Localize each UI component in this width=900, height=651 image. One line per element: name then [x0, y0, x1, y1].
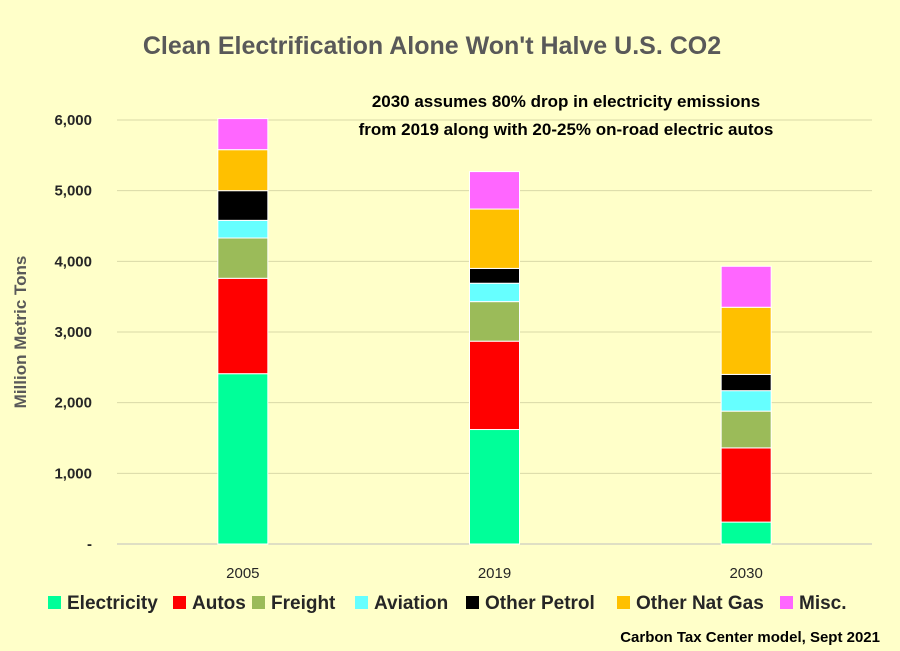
legend-swatch	[617, 596, 630, 609]
legend-label: Electricity	[67, 593, 158, 614]
bar-segment	[469, 208, 520, 269]
y-tick-label: 2,000	[54, 395, 92, 412]
bar-segment	[720, 373, 772, 392]
y-tick-label: 5,000	[54, 183, 92, 200]
y-axis-label: Million Metric Tons	[11, 256, 30, 409]
legend-swatch	[355, 596, 368, 609]
bars	[217, 118, 772, 545]
legend-label: Other Nat Gas	[636, 593, 764, 614]
y-axis-ticks: - 1,000 2,000 3,000 4,000 5,000 6,000	[54, 112, 92, 553]
bar-segment	[720, 521, 772, 545]
y-tick-label: 1,000	[54, 465, 92, 482]
legend-label: Freight	[271, 593, 336, 614]
bar-segment	[217, 277, 269, 375]
y-tick-label: -	[87, 536, 92, 553]
bar-segment	[720, 306, 772, 375]
bar-segment	[469, 282, 520, 303]
bar-segment	[217, 237, 269, 279]
bar-segment	[469, 301, 520, 342]
bar-segment	[217, 118, 269, 151]
x-axis-ticks: 2005 2019 2030	[226, 565, 763, 582]
bar-segment	[469, 171, 520, 210]
legend-swatch	[466, 596, 479, 609]
annotation-line-2: from 2019 along with 20-25% on-road elec…	[359, 120, 774, 139]
bar-segment	[217, 149, 269, 192]
x-tick-label: 2030	[729, 565, 762, 582]
legend-swatch	[780, 596, 793, 609]
annotation-line-1: 2030 assumes 80% drop in electricity emi…	[372, 92, 760, 111]
y-tick-label: 4,000	[54, 253, 92, 270]
y-tick-label: 6,000	[54, 112, 92, 129]
chart-title: Clean Electrification Alone Won't Halve …	[143, 32, 721, 60]
bar-segment	[720, 265, 772, 308]
bar-segment	[217, 219, 269, 239]
source-note: Carbon Tax Center model, Sept 2021	[620, 629, 880, 646]
legend-label: Aviation	[374, 593, 448, 614]
legend-label: Autos	[192, 593, 246, 614]
bar-segment	[720, 447, 772, 523]
bar-segment	[469, 429, 520, 545]
legend-label: Misc.	[799, 593, 847, 614]
legend-swatch	[48, 596, 61, 609]
legend-label: Other Petrol	[485, 593, 595, 614]
legend-swatch	[252, 596, 265, 609]
bar-segment	[469, 267, 520, 284]
bar-segment	[720, 410, 772, 449]
bar-segment	[217, 190, 269, 221]
bar-segment	[217, 373, 269, 545]
bar-segment	[469, 340, 520, 431]
bar-segment	[720, 390, 772, 412]
x-tick-label: 2019	[478, 565, 511, 582]
x-tick-label: 2005	[226, 565, 259, 582]
y-tick-label: 3,000	[54, 324, 92, 341]
legend: Electricity Autos Freight Aviation Other Pet…	[48, 593, 847, 614]
legend-swatch	[173, 596, 186, 609]
